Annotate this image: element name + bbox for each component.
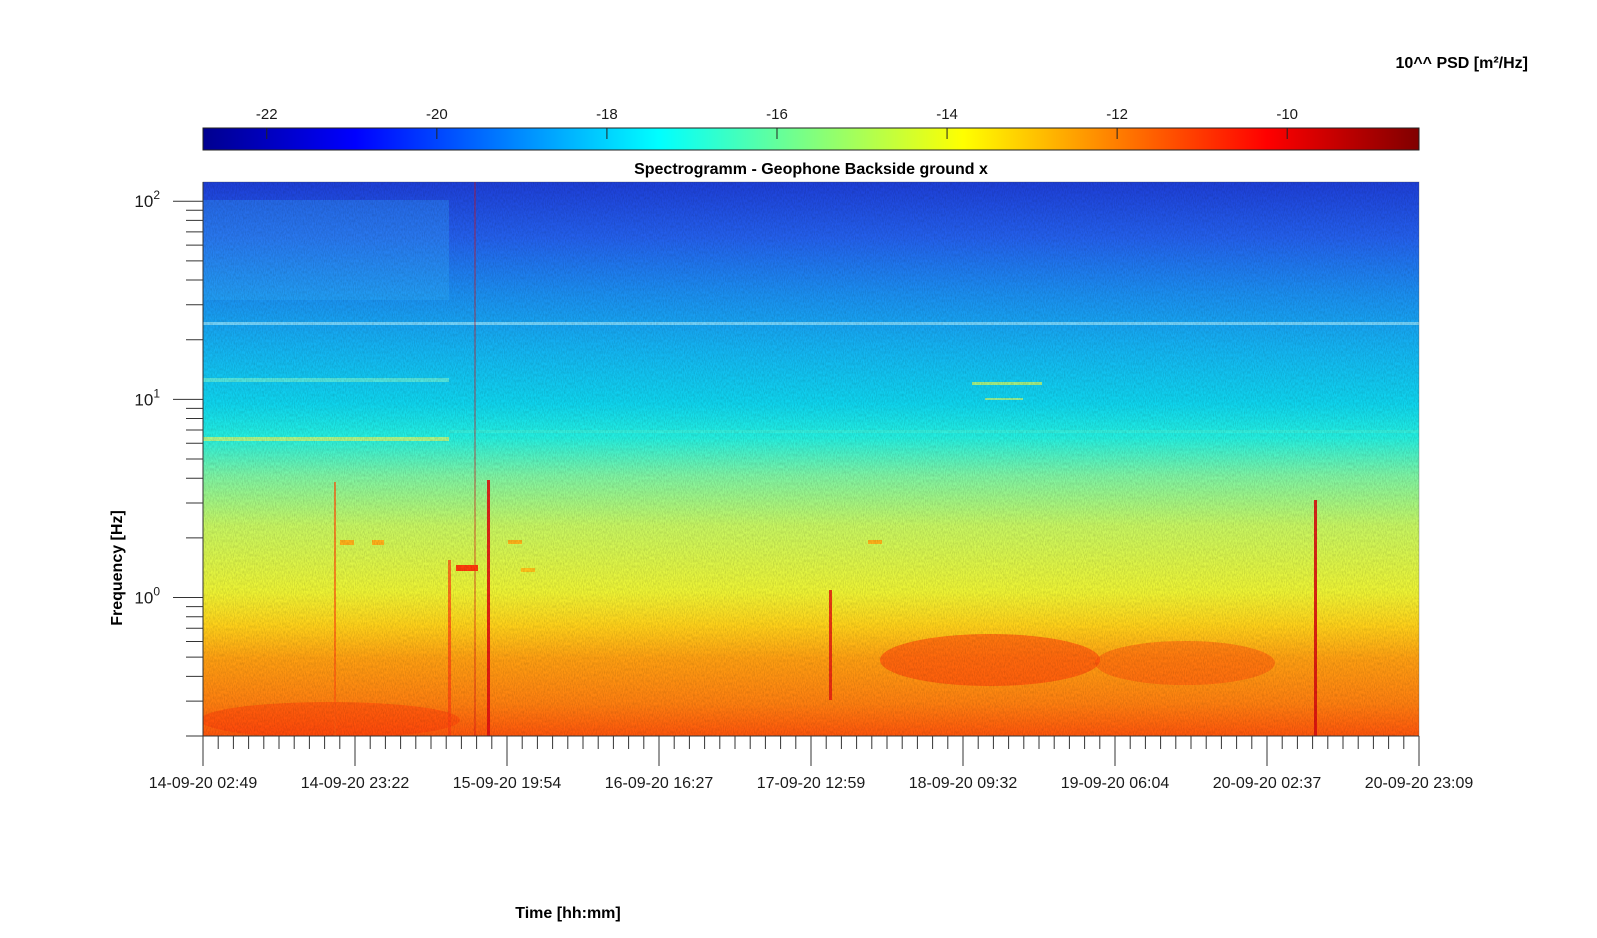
colorbar-tick-label: -20 [426,106,448,123]
y-tick-label: 100 [134,585,160,608]
x-tick-label: 20-09-20 02:37 [1213,775,1322,792]
x-tick-label: 18-09-20 09:32 [909,775,1018,792]
x-axis: 14-09-20 02:49 14-09-20 23:22 15-09-20 19:… [149,735,1474,792]
chart-title: Spectrogramm - Geophone Backside ground … [634,161,988,178]
colorbar-tick-label: -12 [1106,106,1128,123]
x-axis-label: Time [hh:mm] [515,905,620,922]
x-tick-label: 17-09-20 12:59 [757,775,866,792]
colorbar-tick-label: -22 [256,106,278,123]
colorbar-tick-label: -14 [936,106,958,123]
x-tick-label: 16-09-20 16:27 [605,775,714,792]
x-tick-label: 14-09-20 23:22 [301,775,410,792]
x-tick-label: 14-09-20 02:49 [149,775,258,792]
x-tick-label: 20-09-20 23:09 [1365,775,1474,792]
heatmap-image [203,182,1419,736]
colorbar-label: 10^^ PSD [m²/Hz] [1396,55,1528,72]
y-axis-label: Frequency [Hz] [109,510,126,626]
y-tick-label: 102 [134,188,160,211]
y-tick-label: 101 [134,386,160,409]
colorbar-gradient [202,127,1420,151]
y-axis: 100 101 102 [134,182,204,737]
colorbar-ticks: -22 -20 -18 -16 -14 -12 -10 [256,106,1298,139]
colorbar-tick-label: -10 [1276,106,1298,123]
x-tick-label: 19-09-20 06:04 [1061,775,1170,792]
colorbar: -22 -20 -18 -16 -14 -12 -10 10^^ PSD [m²/Hz] [202,55,1528,151]
colorbar-tick-label: -16 [766,106,788,123]
colorbar-tick-label: -18 [596,106,618,123]
x-tick-label: 15-09-20 19:54 [453,775,562,792]
